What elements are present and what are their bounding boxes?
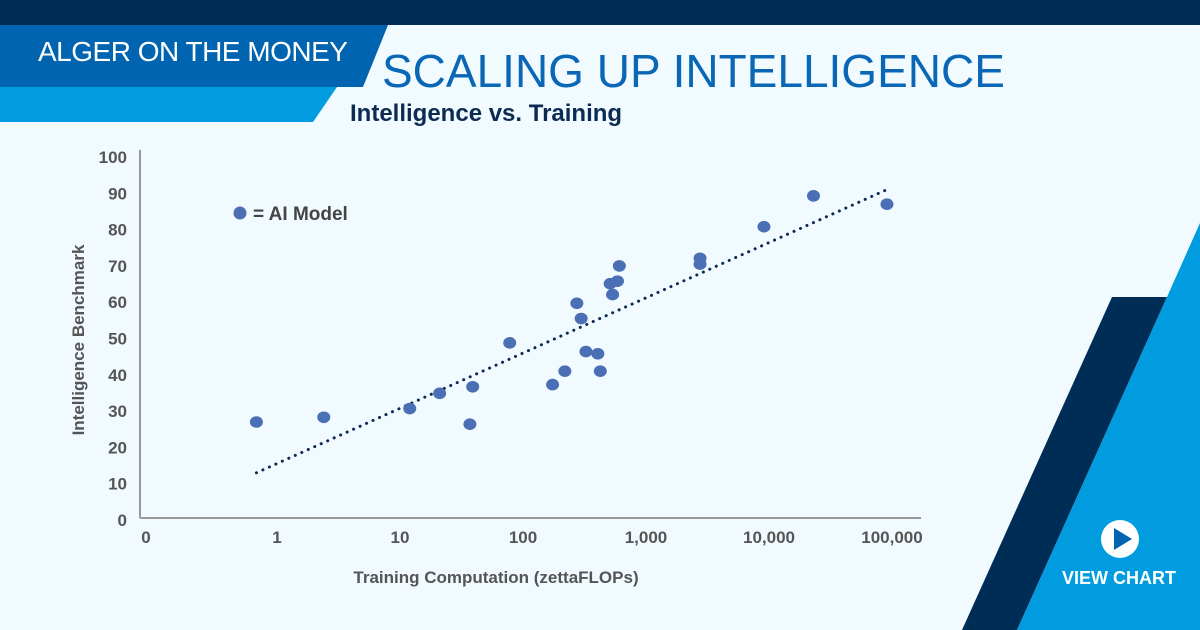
data-point — [591, 347, 605, 360]
chart-title: Intelligence vs. Training — [350, 100, 623, 127]
data-point — [249, 416, 263, 428]
trendline — [254, 187, 890, 475]
data-point — [610, 275, 624, 287]
y-tick-label: 40 — [108, 366, 127, 385]
y-axis-label: Intelligence Benchmark — [69, 244, 88, 435]
y-tick-label: 70 — [108, 257, 127, 276]
x-tick-label: 1,000 — [625, 528, 668, 547]
data-point — [593, 365, 607, 377]
y-tick-label: 50 — [108, 330, 127, 349]
brand-title: ALGER ON THE MONEY — [38, 36, 348, 67]
light-blue-band — [0, 87, 337, 122]
view-chart-label[interactable]: VIEW CHART — [1062, 568, 1176, 588]
light-blue-corner — [1017, 223, 1200, 630]
data-point — [574, 312, 588, 325]
y-tick-label: 10 — [108, 475, 127, 494]
data-point — [693, 258, 707, 270]
y-tick-label: 0 — [118, 511, 127, 530]
y-tick-label: 60 — [108, 293, 127, 312]
x-tick-label: 10 — [391, 528, 410, 547]
brand-band — [0, 25, 388, 87]
data-point — [466, 380, 480, 393]
data-point — [317, 411, 331, 424]
legend-label: = AI Model — [253, 204, 348, 225]
data-point — [403, 402, 417, 415]
x-tick-label: 1 — [272, 528, 281, 547]
top-navy-bar — [0, 0, 1200, 25]
x-tick-label: 0 — [141, 528, 150, 547]
data-point — [806, 190, 820, 202]
x-axis-label: Training Computation (zettaFLOPs) — [353, 568, 638, 587]
data-point — [503, 337, 517, 349]
y-tick-label: 30 — [108, 402, 127, 421]
data-point — [606, 288, 620, 301]
x-tick-label: 100 — [509, 528, 537, 547]
data-point — [463, 418, 477, 430]
headline: SCALING UP INTELLIGENCE — [382, 45, 1005, 97]
data-point — [558, 365, 572, 377]
y-tick-label: 90 — [108, 184, 127, 203]
data-point — [433, 387, 447, 400]
data-point — [612, 260, 626, 272]
data-point — [546, 378, 560, 391]
data-point — [570, 297, 584, 310]
y-tick-label: 100 — [99, 148, 127, 167]
x-tick-label: 10,000 — [743, 528, 795, 547]
legend-marker — [233, 206, 247, 220]
play-icon[interactable] — [1100, 519, 1140, 559]
x-tick-label: 100,000 — [861, 528, 922, 547]
y-tick-label: 20 — [108, 438, 127, 457]
data-point — [757, 220, 771, 233]
data-point — [579, 345, 593, 358]
y-tick-label: 80 — [108, 221, 127, 240]
navy-stripe — [962, 297, 1167, 630]
data-point — [880, 198, 894, 210]
